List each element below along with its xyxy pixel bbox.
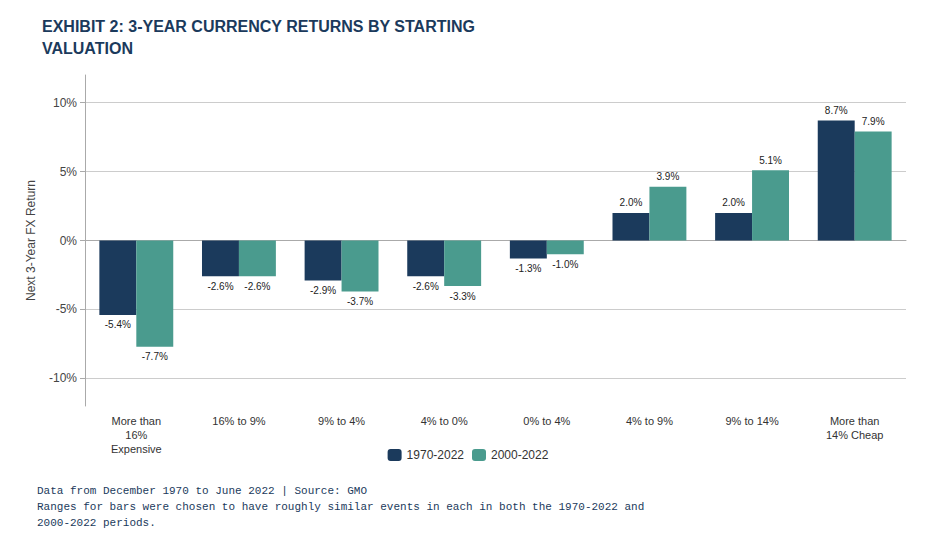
svg-text:Next 3-Year FX Return: Next 3-Year FX Return [24, 180, 38, 301]
svg-text:-3.3%: -3.3% [450, 291, 476, 302]
svg-text:More than: More than [112, 415, 162, 427]
svg-text:16%: 16% [125, 429, 147, 441]
svg-text:-7.7%: -7.7% [142, 351, 168, 362]
svg-text:-5.4%: -5.4% [105, 319, 131, 330]
svg-text:Expensive: Expensive [111, 443, 162, 455]
svg-text:EXHIBIT 2: 3-YEAR CURRENCY RET: EXHIBIT 2: 3-YEAR CURRENCY RETURNS BY ST… [42, 18, 475, 35]
svg-text:More than: More than [830, 415, 880, 427]
svg-text:10%: 10% [53, 96, 77, 110]
svg-text:16% to 9%: 16% to 9% [212, 415, 265, 427]
svg-text:2000-2022: 2000-2022 [491, 448, 549, 462]
svg-text:Ranges for bars were chosen to: Ranges for bars were chosen to have roug… [37, 501, 644, 513]
svg-text:-1.3%: -1.3% [515, 263, 541, 274]
svg-text:9% to 14%: 9% to 14% [725, 415, 778, 427]
svg-text:VALUATION: VALUATION [42, 40, 133, 57]
svg-text:4% to 9%: 4% to 9% [626, 415, 673, 427]
svg-text:-2.6%: -2.6% [207, 281, 233, 292]
svg-text:-2.9%: -2.9% [310, 285, 336, 296]
svg-text:0%: 0% [60, 234, 78, 248]
svg-text:-1.0%: -1.0% [552, 259, 578, 270]
svg-text:4% to 0%: 4% to 0% [421, 415, 468, 427]
svg-text:8.7%: 8.7% [825, 105, 848, 116]
svg-text:2.0%: 2.0% [620, 197, 643, 208]
svg-text:Data from December 1970 to Jun: Data from December 1970 to June 2022 | S… [37, 485, 367, 497]
svg-text:-2.6%: -2.6% [244, 281, 270, 292]
svg-text:1970-2022: 1970-2022 [407, 448, 465, 462]
svg-text:9% to 4%: 9% to 4% [318, 415, 365, 427]
svg-text:2.0%: 2.0% [722, 197, 745, 208]
svg-text:3.9%: 3.9% [657, 171, 680, 182]
svg-text:7.9%: 7.9% [862, 116, 885, 127]
svg-text:-2.6%: -2.6% [413, 281, 439, 292]
svg-text:2000-2022 periods.: 2000-2022 periods. [37, 517, 156, 529]
svg-text:0% to 4%: 0% to 4% [523, 415, 570, 427]
svg-text:-3.7%: -3.7% [347, 296, 373, 307]
svg-text:5.1%: 5.1% [759, 155, 782, 166]
svg-text:14% Cheap: 14% Cheap [826, 429, 884, 441]
svg-text:5%: 5% [60, 165, 78, 179]
svg-text:-5%: -5% [56, 302, 78, 316]
svg-text:-10%: -10% [49, 371, 77, 385]
